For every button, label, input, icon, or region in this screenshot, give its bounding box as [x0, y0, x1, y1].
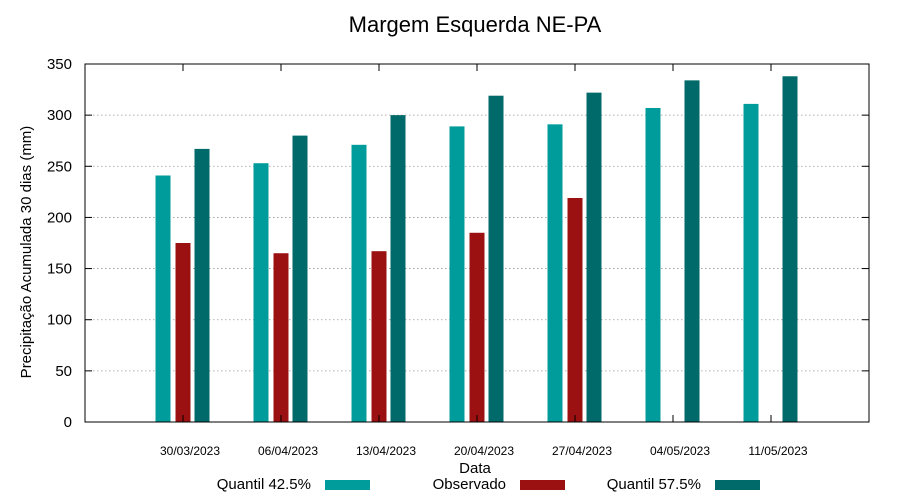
x-tick-label-2: 13/04/2023: [356, 444, 416, 458]
legend-label-1: Observado: [433, 476, 506, 493]
bar-quantil-42-5-1: [253, 163, 269, 422]
x-axis-label: Data: [459, 460, 491, 477]
x-tick-label-0: 30/03/2023: [160, 444, 220, 458]
y-tick-label-7: 350: [47, 56, 72, 73]
bar-quantil-42-5-4: [547, 124, 563, 422]
bar-quantil-42-5-2: [351, 144, 367, 422]
x-tick-label-5: 04/05/2023: [650, 444, 710, 458]
y-tick-label-4: 200: [47, 209, 72, 226]
bar-quantil-57-5-2: [390, 115, 406, 423]
bar-quantil-57-5-5: [684, 80, 700, 422]
y-axis-label: Precipitação Acumulada 30 dias (mm): [18, 126, 35, 379]
legend-swatch-2: [715, 480, 760, 490]
bar-observado-3: [469, 232, 485, 422]
y-tick-label-0: 0: [64, 414, 72, 431]
y-tick-label-6: 300: [47, 107, 72, 124]
axis-ticks: 0 50 100 150 200 250 300 350 30/03/2023 06/04/202…: [47, 56, 869, 458]
legend: Quantil 42.5% Observado Quantil 57.5%: [217, 476, 760, 493]
x-tick-label-1: 06/04/2023: [258, 444, 318, 458]
legend-label-0: Quantil 42.5%: [217, 476, 311, 493]
chart-title: Margem Esquerda NE-PA: [349, 12, 602, 37]
bar-observado-1: [273, 253, 289, 422]
bar-quantil-57-5-1: [292, 135, 308, 422]
y-tick-label-3: 150: [47, 261, 72, 278]
bar-quantil-42-5-5: [645, 107, 661, 423]
bar-quantil-57-5-6: [782, 76, 798, 422]
y-tick-label-2: 100: [47, 312, 72, 329]
bars-group: [155, 76, 798, 423]
legend-swatch-0: [325, 480, 370, 490]
bar-quantil-42-5-6: [743, 103, 759, 423]
bar-quantil-42-5-3: [449, 126, 465, 422]
bar-quantil-57-5-3: [488, 95, 504, 423]
bar-observado-0: [175, 243, 191, 422]
legend-label-2: Quantil 57.5%: [607, 476, 701, 493]
bar-observado-2: [371, 251, 387, 422]
x-tick-label-4: 27/04/2023: [552, 444, 612, 458]
y-tick-label-1: 50: [55, 363, 72, 380]
x-tick-label-3: 20/04/2023: [454, 444, 514, 458]
legend-swatch-1: [520, 480, 565, 490]
bar-quantil-42-5-0: [155, 175, 171, 422]
x-tick-label-6: 11/05/2023: [748, 444, 807, 458]
bar-observado-4: [567, 197, 583, 422]
bar-quantil-57-5-0: [194, 148, 210, 422]
y-tick-label-5: 250: [47, 158, 72, 175]
bar-quantil-57-5-4: [586, 92, 602, 422]
